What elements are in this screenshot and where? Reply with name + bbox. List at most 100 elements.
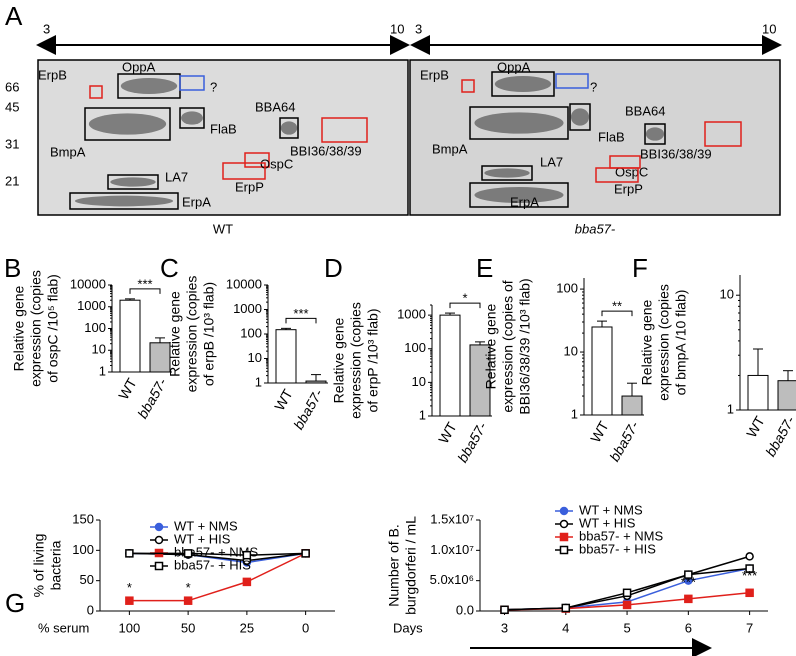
legend-label: bba57- + NMS [174,544,259,559]
x-tick-label: WT [271,386,296,413]
spot-box [491,71,555,97]
spot-label: FlaB [598,129,625,144]
spot-box [222,162,266,180]
protein-spot [494,76,552,92]
legend-marker [559,506,569,516]
legend-marker [559,532,569,542]
ph-end: 10 [762,21,776,36]
x-tick-label: bba57- [134,375,170,421]
marker [745,552,754,561]
spot-label: FlaB [210,121,237,136]
y-tick-label: 1.0x10⁷ [430,542,474,557]
spot-box [704,121,742,147]
marker [242,550,252,560]
x-axis-label: % serum [38,620,89,635]
x-tick-label: 7 [746,620,753,635]
legend-label: bba57- + HIS [579,541,656,556]
y-tick-label: 100 [72,542,94,557]
gel-image [409,59,781,216]
sig-bracket [601,310,633,317]
protein-spot [280,121,298,135]
marker [242,577,252,587]
y-axis-label: Relative gene [331,317,347,403]
bar [439,314,461,417]
y-tick-label: 10 [564,343,578,358]
spot-box [244,152,270,168]
legend-label: WT + NMS [174,518,238,533]
y-tick-label: 10 [720,287,734,302]
marker [561,603,571,613]
spot-box [69,192,179,210]
spot-box [89,85,103,99]
protein-spot [474,112,564,134]
spot-box [555,73,589,89]
x-tick-label: bba57- [290,386,326,432]
legend-label: WT + NMS [579,502,643,517]
spot-label: OspC [260,156,293,171]
y-tick-label: 100 [556,281,578,296]
spot-box [595,167,639,183]
y-axis-label: of ospC /10⁵ flab) [45,274,61,383]
y-tick-label: 1 [727,401,734,416]
bar [591,326,613,416]
x-tick-label: 50 [181,620,195,635]
x-tick-label: 4 [562,620,569,635]
y-axis-label: bacteria [48,540,64,590]
series-line [129,552,306,602]
marker [745,564,754,573]
y-axis-label: burgdorferi / mL [403,516,419,615]
panel-label: A [5,1,23,31]
spot-label: BBA64 [625,103,665,118]
y-axis-label: expression (copies [348,302,364,419]
ph-end: 10 [390,21,404,36]
y-tick-label: 1 [99,363,106,378]
y-tick-label: 10 [248,350,262,365]
y-axis-label: expression (copies [184,276,200,393]
spot-label: ErpP [614,181,643,196]
sig-bracket [449,302,481,309]
sig-label: *** [742,568,757,583]
y-axis-label: expression (copies [28,270,44,387]
marker [684,594,693,604]
y-tick-label: 100 [84,320,106,335]
marker [684,570,693,579]
x-tick-label: bba57- [454,419,490,465]
ph-start: 3 [415,21,422,36]
x-tick-label: 6 [685,620,692,635]
spot-box [461,79,475,93]
marker [125,549,134,558]
protein-spot [88,113,167,135]
x-tick-label: 100 [119,620,141,635]
x-tick-label: WT [115,375,140,402]
legend-marker [154,535,164,545]
legend-label: bba57- + HIS [174,557,251,572]
spot-label: ErpB [38,67,67,82]
x-tick-label: WT [435,419,460,446]
spot-box [469,106,569,140]
legend-marker [559,519,569,529]
bar [275,329,297,384]
spot-label: BBI36/38/39 [640,146,712,161]
bar [305,380,327,384]
spot-box [644,123,666,145]
protein-spot [181,111,203,125]
y-tick-label: 10 [412,374,426,389]
mw-label: 66 [5,79,19,94]
marker [301,549,310,558]
sig-label: *** [681,574,696,589]
sig-bracket [129,288,161,294]
marker [125,596,134,605]
y-tick-label: 10000 [226,276,262,291]
spot-box [179,75,205,91]
panel-label: B [4,253,21,283]
panel-label: C [160,253,179,283]
protein-spot [474,187,564,203]
sig-bracket [285,317,317,324]
x-tick-label: bba57- [762,413,796,459]
spot-label: BBA64 [255,99,295,114]
y-tick-label: 1 [255,374,262,389]
marker [622,600,632,610]
y-axis-label: Relative gene [167,291,183,377]
x-axis-label: Days [393,620,423,635]
